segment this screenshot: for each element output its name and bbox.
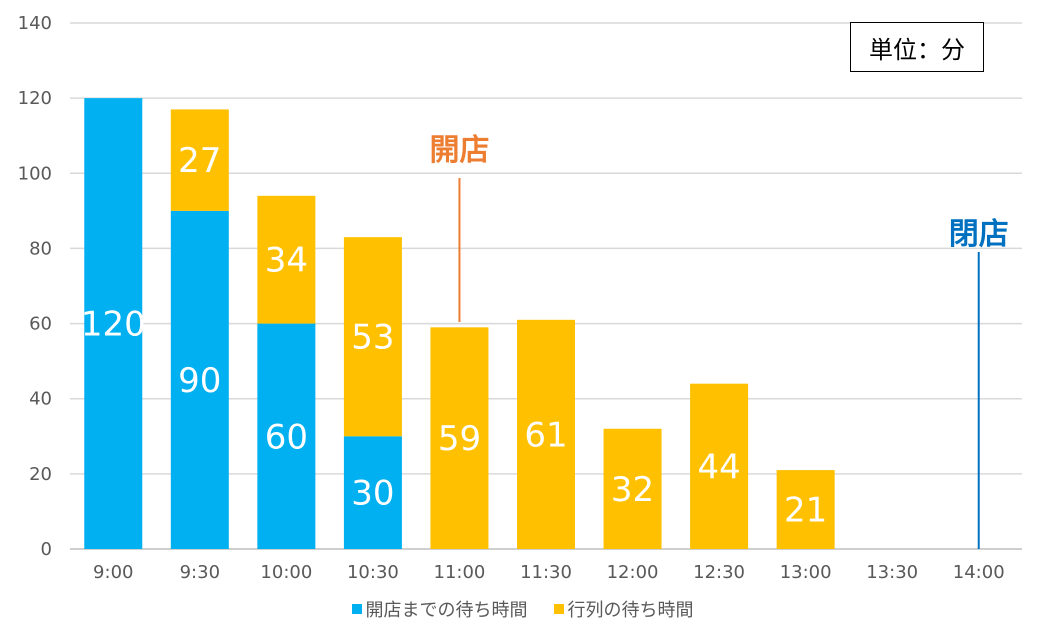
x-tick-label: 9:00 [93,562,133,583]
data-label: 27 [178,141,221,181]
x-tick-label: 14:00 [953,562,1005,583]
data-label: 59 [438,419,481,459]
x-tick-label: 10:00 [260,562,312,583]
annotation-label-1: 閉店 [949,217,1009,252]
data-label: 90 [178,361,221,401]
x-tick-label: 13:00 [780,562,832,583]
x-tick-label: 9:30 [180,562,220,583]
data-label: 44 [697,447,740,487]
bar-queue-7 [690,383,749,549]
data-label: 32 [611,470,654,510]
annotation-label-0: 開店 [429,133,489,168]
y-tick-label: 40 [29,389,52,410]
data-label: 21 [784,491,827,531]
bar-pre-open-1 [170,210,229,549]
bar-queue-5 [517,319,575,549]
x-tick-label: 11:30 [520,562,572,583]
y-tick-label: 80 [29,238,52,259]
y-tick-label: 100 [18,163,52,184]
x-tick-label: 10:30 [347,562,399,583]
legend-swatch-series-1 [351,604,362,614]
bar-pre-open-3 [343,436,402,549]
bar-pre-open-0 [84,98,143,550]
y-axis-ticks: 0 20 40 60 80 100 120 140 [18,13,52,560]
x-tick-label: 11:00 [434,562,486,583]
bar-queue-8 [776,470,835,549]
data-label: 60 [265,417,308,457]
unit-label: 単位：分 [850,22,984,72]
legend-swatch-series-2 [553,604,564,614]
y-tick-label: 140 [18,13,52,34]
bar-queue-2 [257,195,316,324]
bar-queue-1 [170,109,229,211]
x-tick-label: 12:00 [607,562,659,583]
data-label: 30 [351,474,394,514]
data-label: 61 [524,415,567,455]
x-axis-ticks: 9:00 9:30 10:00 10:30 11:00 11:30 12:00 12:30 13… [93,562,1005,583]
legend-label-series-2: 行列の待ち時間 [567,600,694,621]
x-tick-label: 12:30 [693,562,745,583]
y-tick-label: 0 [41,539,52,560]
x-tick-label: 13:30 [866,562,918,583]
bar-queue-4 [430,327,489,549]
bar-queue-6 [603,428,662,549]
y-tick-label: 20 [29,464,52,485]
bar-queue-3 [343,237,402,437]
bars [84,98,835,550]
legend-item-series-1: 開店までの待ち時間 [351,596,528,622]
y-tick-label: 120 [18,88,52,109]
data-label: 53 [351,318,394,358]
data-label: 120 [81,305,146,345]
data-labels: 120 90 27 60 34 30 53 59 61 32 44 21 [81,141,827,530]
legend: 開店までの待ち時間 行列の待ち時間 [0,594,1045,624]
y-tick-label: 60 [29,314,52,335]
legend-label-series-1: 開店までの待ち時間 [365,600,528,621]
data-label: 34 [265,241,308,281]
legend-item-series-2: 行列の待ち時間 [553,596,694,622]
bar-pre-open-2 [257,323,316,549]
